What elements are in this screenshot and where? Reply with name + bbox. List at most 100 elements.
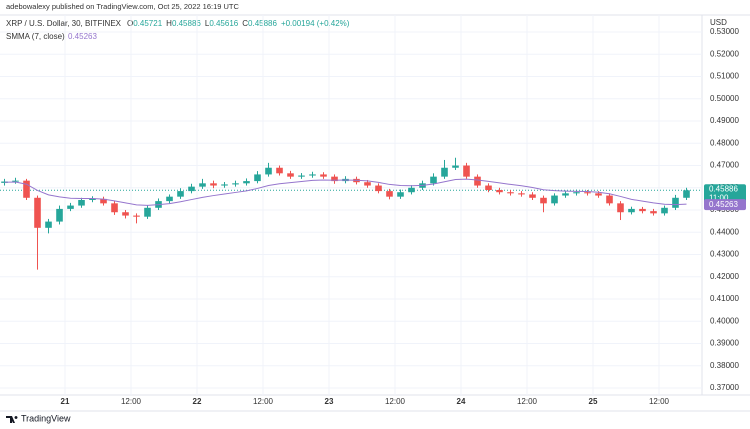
ohlc-value: 0.45616 bbox=[209, 19, 238, 28]
candle-body bbox=[595, 193, 602, 196]
candle-body bbox=[441, 167, 448, 177]
x-tick-label: 12:00 bbox=[253, 397, 274, 406]
ohlc-label: C bbox=[242, 19, 248, 28]
logo: TradingView bbox=[6, 413, 71, 423]
y-tick-label: 0.48000 bbox=[710, 138, 739, 147]
x-tick-label: 12:00 bbox=[649, 397, 670, 406]
candle-body bbox=[562, 193, 569, 196]
candle-body bbox=[23, 180, 30, 198]
candle-body bbox=[34, 197, 41, 228]
y-tick-label: 0.49000 bbox=[710, 116, 739, 125]
y-tick-label: 0.47000 bbox=[710, 161, 739, 170]
candle-body bbox=[551, 195, 558, 204]
y-tick-label: 0.53000 bbox=[710, 27, 739, 36]
y-tick-label: 0.52000 bbox=[710, 49, 739, 58]
candle-body bbox=[133, 215, 140, 217]
candle-body bbox=[364, 182, 371, 186]
candle-body bbox=[606, 195, 613, 204]
candle-body bbox=[111, 203, 118, 213]
candle-body bbox=[12, 180, 19, 182]
candle-body bbox=[496, 189, 503, 193]
candle-body bbox=[89, 198, 96, 201]
y-tick-label: 0.40000 bbox=[710, 316, 739, 325]
currency: USD bbox=[710, 18, 727, 27]
candle-body bbox=[265, 167, 272, 175]
candle-body bbox=[639, 208, 646, 212]
ohlc-label: L bbox=[205, 19, 210, 28]
y-tick-label: 0.37000 bbox=[710, 383, 739, 392]
candle-body bbox=[540, 197, 547, 204]
candle-body bbox=[397, 192, 404, 197]
candle-body bbox=[485, 185, 492, 190]
candle-body bbox=[452, 165, 459, 168]
candle-body bbox=[661, 207, 668, 214]
candles bbox=[1, 157, 690, 270]
candle-body bbox=[232, 183, 239, 185]
candle-body bbox=[1, 181, 8, 183]
symbol: XRP / U.S. Dollar, 30, BITFINEX bbox=[6, 19, 122, 28]
candle-body bbox=[518, 193, 525, 195]
ohlc-value: 0.45721 bbox=[133, 19, 162, 28]
ohlc-label: H bbox=[166, 19, 172, 28]
candle-body bbox=[474, 176, 481, 186]
candle-body bbox=[331, 176, 338, 182]
candle-body bbox=[430, 176, 437, 184]
smma-name: SMMA (7, close) bbox=[6, 32, 65, 41]
candle-body bbox=[386, 191, 393, 197]
publisher: adebowalexy published on TradingView.com… bbox=[6, 2, 240, 11]
x-tick-label: 24 bbox=[457, 397, 466, 406]
last-price-label: 0.45886 bbox=[709, 184, 738, 193]
x-tick-label: 21 bbox=[61, 397, 70, 406]
candle-body bbox=[221, 184, 228, 186]
y-tick-label: 0.39000 bbox=[710, 339, 739, 348]
smma-line bbox=[4, 178, 687, 206]
candle-body bbox=[573, 192, 580, 194]
candle-body bbox=[210, 183, 217, 186]
candle-body bbox=[298, 175, 305, 177]
x-tick-label: 22 bbox=[193, 397, 202, 406]
y-tick-label: 0.44000 bbox=[710, 227, 739, 236]
candle-body bbox=[67, 205, 74, 209]
grid bbox=[0, 15, 702, 395]
candle-body bbox=[177, 191, 184, 197]
candle-body bbox=[243, 181, 250, 184]
candle-body bbox=[507, 192, 514, 194]
candle-body bbox=[584, 192, 591, 194]
logo-mark bbox=[6, 416, 18, 423]
candle-body bbox=[144, 207, 151, 217]
last-price-tag bbox=[704, 184, 746, 204]
y-tick-label: 0.42000 bbox=[710, 272, 739, 281]
y-tick-label: 0.41000 bbox=[710, 294, 739, 303]
candle-body bbox=[463, 165, 470, 177]
candle-body bbox=[100, 198, 107, 204]
candle-body bbox=[683, 190, 690, 198]
smma-tag-label: 0.45263 bbox=[709, 200, 738, 209]
y-tick-label: 0.51000 bbox=[710, 72, 739, 81]
candle-body bbox=[672, 197, 679, 208]
candle-body bbox=[78, 200, 85, 206]
candle-body bbox=[628, 208, 635, 213]
y-tick-label: 0.50000 bbox=[710, 94, 739, 103]
candle-body bbox=[199, 183, 206, 187]
y-tick-label: 0.43000 bbox=[710, 250, 739, 259]
candle-body bbox=[375, 185, 382, 192]
candle-body bbox=[56, 208, 63, 222]
smma-tag bbox=[704, 199, 746, 211]
candle-body bbox=[122, 212, 129, 216]
candle-body bbox=[254, 174, 261, 182]
candle-body bbox=[408, 187, 415, 193]
candle-body bbox=[188, 186, 195, 192]
x-tick-label: 12:00 bbox=[517, 397, 538, 406]
candle-body bbox=[529, 194, 536, 198]
candle-body bbox=[309, 174, 316, 176]
countdown: 11:00 bbox=[709, 193, 729, 202]
ohlc-value: 0.45886 bbox=[172, 19, 201, 28]
x-tick-label: 25 bbox=[589, 397, 598, 406]
smma-value: 0.45263 bbox=[68, 32, 97, 41]
candle-body bbox=[45, 221, 52, 228]
candle-body bbox=[617, 203, 624, 213]
brand: TradingView bbox=[21, 413, 71, 423]
x-tick-label: 23 bbox=[325, 397, 334, 406]
